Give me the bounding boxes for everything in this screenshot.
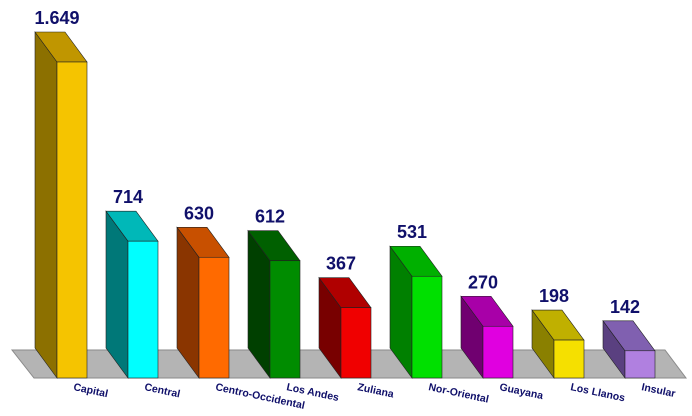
value-label: 531 [397, 222, 427, 242]
value-label: 367 [326, 254, 356, 274]
category-label: Capital [72, 381, 109, 400]
bar-los-llanos [531, 309, 585, 379]
category-label: Nor-Oriental [427, 381, 489, 405]
bar-central [105, 210, 159, 379]
category-label: Central [143, 381, 181, 400]
value-label: 1.649 [34, 8, 79, 28]
bar-guayana [460, 295, 514, 379]
bar-nor-oriental [389, 245, 443, 379]
bar-insular [602, 319, 656, 379]
bar-los-andes [247, 229, 301, 379]
bar-capital [34, 31, 88, 379]
value-label: 142 [610, 297, 640, 317]
value-label: 270 [468, 272, 498, 292]
value-label: 198 [539, 286, 569, 306]
category-label: Zuliana [356, 381, 395, 400]
category-label: Guayana [498, 381, 544, 402]
value-label: 612 [255, 207, 285, 227]
category-label: Insular [640, 381, 676, 400]
bar-zuliana [318, 276, 372, 379]
category-label: Los Llanos [569, 381, 626, 404]
bar-centro-occidental [176, 226, 230, 379]
value-label: 714 [113, 187, 143, 207]
value-label: 630 [184, 203, 214, 223]
